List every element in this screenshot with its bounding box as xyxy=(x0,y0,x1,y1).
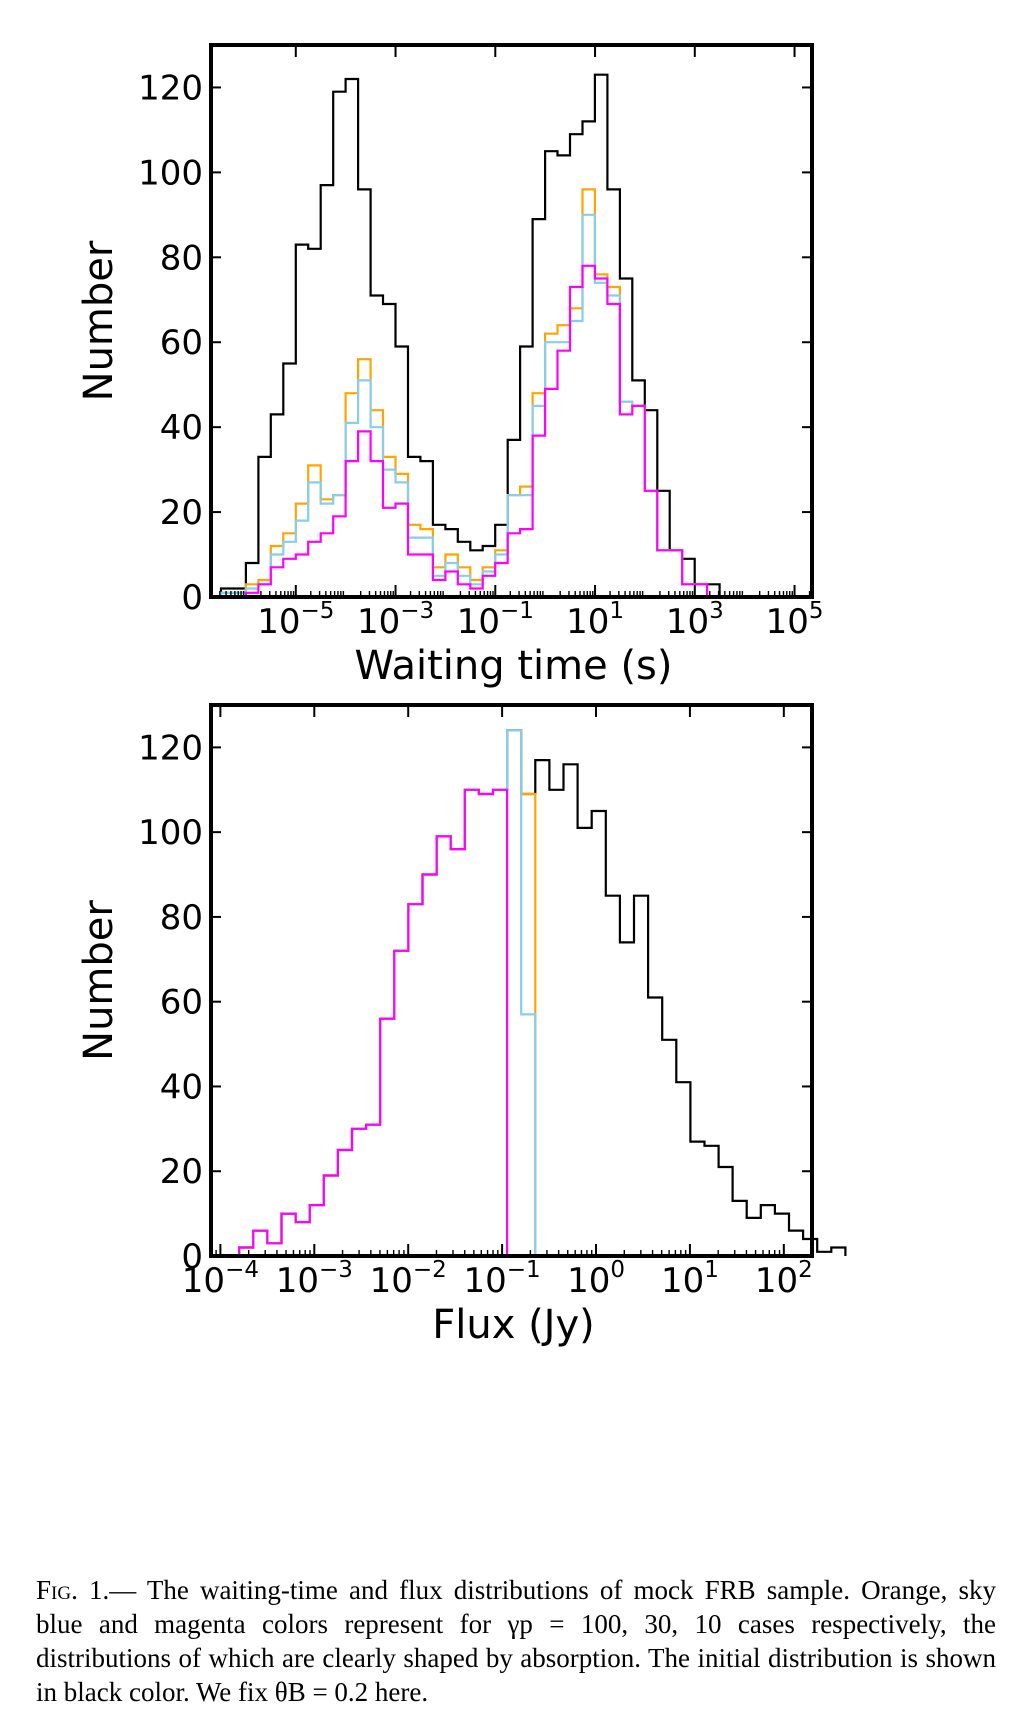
y-tick-label: 80 xyxy=(160,238,203,278)
x-tick-label: 103 xyxy=(666,598,724,642)
y-axis-label: Number xyxy=(76,900,122,1061)
x-tick-exponent: 3 xyxy=(709,598,724,624)
y-axis-label: Number xyxy=(76,240,122,401)
y-tick-label: 80 xyxy=(160,898,203,938)
y-tick-label: 100 xyxy=(138,813,203,853)
x-tick-exponent: −4 xyxy=(225,1257,259,1283)
y-tick-label: 60 xyxy=(160,323,203,363)
y-tick-label: 40 xyxy=(160,408,203,448)
x-tick-exponent: −3 xyxy=(400,598,434,624)
x-tick-exponent: −1 xyxy=(507,1257,541,1283)
x-tick-label: 10−3 xyxy=(276,1257,353,1301)
plot-frame xyxy=(209,43,814,599)
x-tick-label: 10−1 xyxy=(457,598,534,642)
caption-figure-label: Fig. 1. xyxy=(36,1575,110,1605)
x-tick-exponent: −3 xyxy=(319,1257,353,1283)
x-tick-exponent: −2 xyxy=(413,1257,447,1283)
y-tick-label: 0 xyxy=(181,1237,203,1277)
histogram-series-0 xyxy=(238,729,847,1256)
y-tick-label: 60 xyxy=(160,983,203,1023)
x-tick-exponent: 5 xyxy=(809,598,824,624)
x-tick-exponent: 1 xyxy=(704,1257,719,1283)
y-tick-label: 20 xyxy=(160,493,203,533)
x-tick-label: 102 xyxy=(755,1257,813,1301)
x-tick-label: 10−4 xyxy=(182,1257,259,1301)
x-tick-label: 10−2 xyxy=(370,1257,447,1301)
plot-frame xyxy=(209,703,814,1258)
y-tick-label: 100 xyxy=(138,153,203,193)
x-axis-label: Waiting time (s) xyxy=(354,643,672,689)
x-tick-exponent: 0 xyxy=(610,1257,625,1283)
y-tick-label: 40 xyxy=(160,1067,203,1107)
x-tick-exponent: 1 xyxy=(609,598,624,624)
x-tick-label: 10−3 xyxy=(357,598,434,642)
histogram-series-0 xyxy=(219,73,721,597)
y-tick-label: 120 xyxy=(138,68,203,108)
x-tick-label: 101 xyxy=(661,1257,719,1301)
x-tick-label: 101 xyxy=(566,598,624,642)
x-tick-label: 100 xyxy=(567,1257,625,1301)
y-tick-label: 0 xyxy=(181,578,203,618)
caption-text: — The waiting-time and flux distribution… xyxy=(36,1575,996,1707)
figure-caption: Fig. 1.— The waiting-time and flux distr… xyxy=(36,1573,996,1709)
x-tick-exponent: −5 xyxy=(300,598,334,624)
waiting-time-histogram: 0 20 40 60 80 100 120 10−5 10−3 10−1 101 103 105 Wait… xyxy=(76,43,824,689)
y-tick-label: 120 xyxy=(138,728,203,768)
x-tick-label: 105 xyxy=(766,598,824,642)
histogram-series-3 xyxy=(221,264,720,599)
x-tick-label: 10−1 xyxy=(464,1257,541,1301)
x-tick-exponent: 2 xyxy=(798,1257,813,1283)
y-tick-label: 20 xyxy=(160,1152,203,1192)
x-tick-exponent: −1 xyxy=(500,598,534,624)
x-axis-label: Flux (Jy) xyxy=(432,1302,595,1348)
x-tick-label: 10−5 xyxy=(257,598,334,642)
histogram-series-3 xyxy=(238,788,522,1258)
